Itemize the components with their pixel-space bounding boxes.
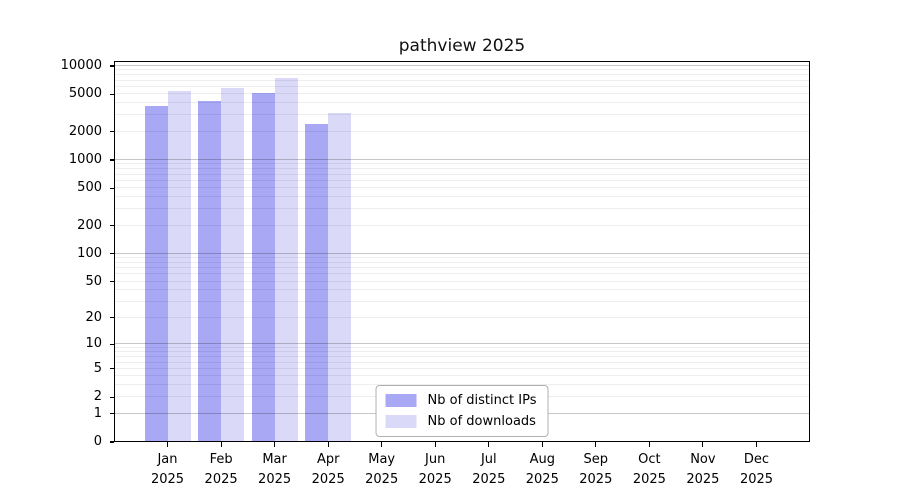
- month-year: 2025: [150, 472, 185, 487]
- bar-downloads-mar: [274, 77, 298, 442]
- month-year: 2025: [418, 472, 452, 487]
- y-tick-label-0: 0: [93, 434, 102, 449]
- x-tick-label-apr: Apr 2025: [293, 450, 363, 490]
- month-name: Aug: [529, 452, 555, 467]
- y-tick-label-1: 1: [93, 405, 102, 421]
- y-tick-label-500: 500: [77, 180, 102, 196]
- y-tick-label-10000: 10000: [60, 58, 102, 73]
- month-name: Apr: [316, 452, 340, 467]
- y-tick-10: [109, 343, 114, 345]
- month-name: Mar: [262, 452, 287, 467]
- month-name: Jun: [425, 452, 446, 467]
- x-tick-jul: [488, 442, 490, 447]
- y-tick-label-1000: 1000: [68, 152, 102, 167]
- bar-downloads-apr: [328, 113, 352, 442]
- y-tick-1: [109, 413, 114, 415]
- bar-distinct-ips-feb: [198, 100, 222, 442]
- month-year: 2025: [204, 472, 238, 487]
- bars: [114, 61, 810, 442]
- month-name: Feb: [209, 452, 233, 467]
- chart-title: pathview 2025: [398, 36, 526, 56]
- bar-downloads-jan: [167, 91, 191, 442]
- month-name: May: [368, 452, 396, 467]
- y-tick-1000: [109, 159, 114, 161]
- y-tick-10000: [109, 65, 114, 67]
- x-tick-oct: [648, 442, 650, 447]
- month-year: 2025: [472, 472, 506, 487]
- y-axis: 10000 5000 2000 1000 500 200 100 50 20 10 5 2 1 0: [0, 58, 114, 449]
- bar-downloads-feb: [221, 87, 245, 442]
- y-tick-2000: [109, 131, 114, 133]
- month-year: 2025: [525, 472, 559, 487]
- x-tick-label-jan: Jan 2025: [133, 450, 203, 490]
- month-name: Oct: [638, 452, 661, 467]
- y-tick-label-2: 2: [93, 389, 102, 405]
- month-name: Jul: [480, 452, 497, 467]
- x-tick-nov: [702, 442, 704, 447]
- month-year: 2025: [365, 472, 399, 487]
- x-tick-label-mar: Mar 2025: [240, 450, 310, 490]
- legend: Nb of distinct IPs Nb of downloads: [375, 385, 549, 437]
- x-tick-label-dec: Dec 2025: [722, 450, 792, 490]
- x-axis: Jan 2025 Feb 2025 Mar 2025 Apr 2025 May 2025 Jun 20…: [114, 442, 810, 500]
- y-tick-2: [109, 396, 114, 398]
- bar-distinct-ips-jan: [144, 106, 168, 442]
- x-tick-label-sep: Sep 2025: [561, 450, 631, 490]
- month-year: 2025: [579, 472, 613, 487]
- y-tick-200: [109, 224, 114, 227]
- bar-distinct-ips-mar: [251, 93, 275, 442]
- x-tick-label-aug: Aug 2025: [507, 450, 577, 490]
- y-tick-0: [109, 441, 114, 443]
- x-tick-feb: [220, 442, 222, 447]
- legend-label-distinct-ips: Nb of distinct IPs: [427, 393, 537, 408]
- x-tick-aug: [541, 442, 543, 447]
- x-tick-jun: [434, 442, 436, 447]
- month-year: 2025: [258, 472, 292, 487]
- month-year: 2025: [632, 472, 666, 487]
- plot-area: Nb of distinct IPs Nb of downloads: [114, 61, 810, 442]
- legend-swatch-distinct-ips: [385, 394, 417, 407]
- x-tick-may: [381, 442, 383, 447]
- y-tick-50: [109, 280, 114, 283]
- y-tick-500: [109, 187, 114, 189]
- month-name: Dec: [743, 452, 770, 467]
- x-tick-label-nov: Nov 2025: [668, 450, 738, 490]
- y-tick-100: [109, 253, 114, 255]
- legend-item-downloads: Nb of downloads: [385, 414, 537, 429]
- y-tick-label-20: 20: [85, 309, 102, 325]
- y-tick-label-50: 50: [85, 273, 102, 289]
- y-tick-label-5000: 5000: [68, 86, 102, 102]
- x-tick-label-feb: Feb 2025: [186, 450, 256, 490]
- legend-label-downloads: Nb of downloads: [427, 414, 536, 429]
- y-tick-label-10: 10: [85, 336, 102, 352]
- y-tick-label-200: 200: [77, 217, 102, 233]
- month-year: 2025: [739, 472, 774, 487]
- y-tick-5000: [109, 93, 114, 95]
- month-name: Nov: [690, 452, 716, 467]
- x-tick-mar: [274, 442, 276, 447]
- x-tick-dec: [755, 442, 758, 447]
- y-tick-label-2000: 2000: [68, 123, 102, 139]
- x-tick-label-may: May 2025: [347, 450, 417, 490]
- month-year: 2025: [686, 472, 720, 487]
- month-name: Sep: [583, 452, 609, 467]
- bar-distinct-ips-apr: [305, 124, 329, 442]
- y-tick-5: [109, 368, 114, 370]
- x-tick-label-jul: Jul 2025: [454, 450, 524, 490]
- month-year: 2025: [311, 472, 345, 487]
- x-tick-label-oct: Oct 2025: [614, 450, 684, 490]
- y-tick-label-100: 100: [77, 245, 102, 261]
- y-tick-20: [109, 317, 114, 319]
- x-tick-jan: [166, 442, 169, 447]
- x-tick-sep: [595, 442, 597, 447]
- legend-item-distinct-ips: Nb of distinct IPs: [385, 393, 537, 408]
- month-name: Jan: [157, 452, 178, 467]
- y-tick-label-5: 5: [93, 360, 102, 376]
- legend-swatch-downloads: [385, 415, 417, 428]
- x-tick-label-jun: Jun 2025: [400, 450, 470, 490]
- x-tick-apr: [327, 442, 329, 447]
